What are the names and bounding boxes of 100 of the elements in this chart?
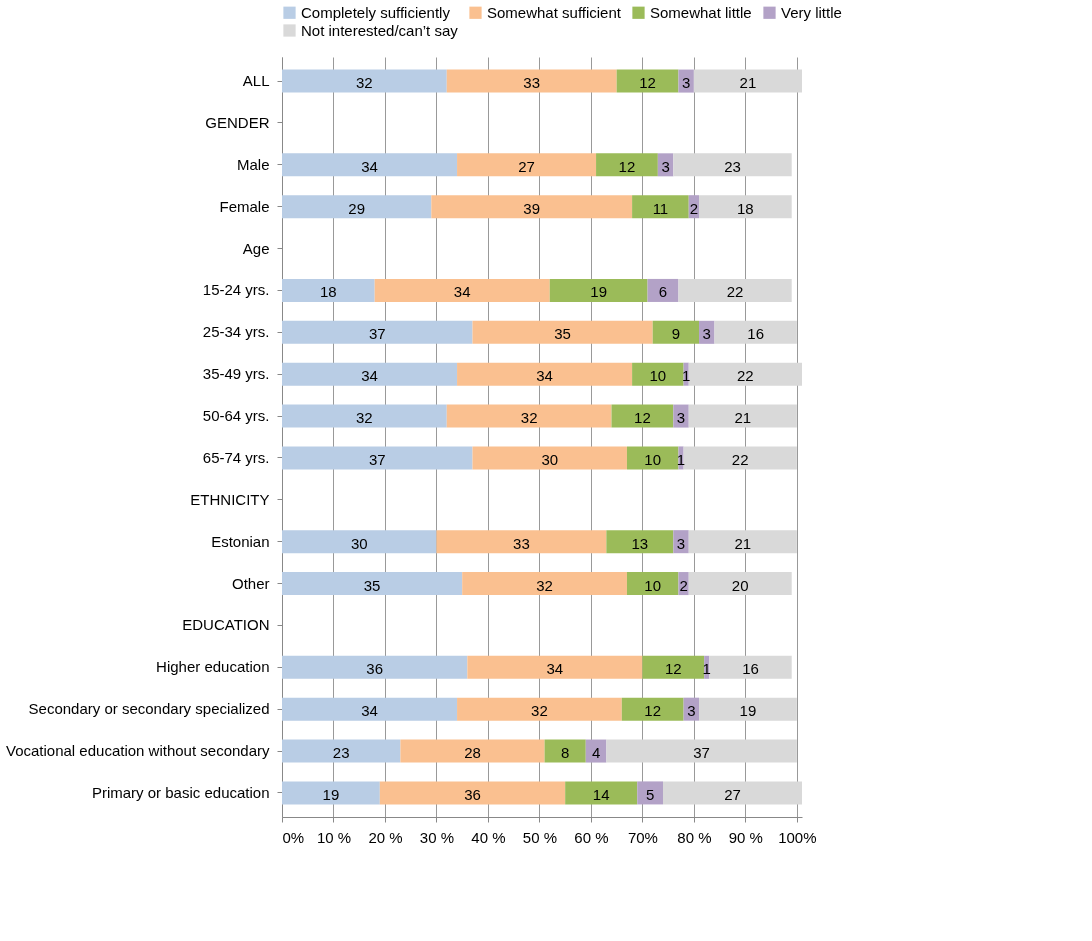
bar [688,362,802,386]
bar [400,739,545,763]
data-label: 13 [631,534,649,552]
data-label: 2 [679,576,688,594]
data-label: 12 [639,74,656,92]
x-tick-label: 60 % [574,828,609,846]
bar [457,697,622,721]
bar [431,195,633,219]
bar [709,655,792,679]
data-label: 8 [561,744,570,762]
data-label: 33 [513,534,530,552]
data-label: 37 [368,450,386,468]
data-label: 5 [645,785,655,803]
data-label: 33 [523,74,541,92]
y-tick-label: Higher education [156,658,270,676]
data-label: 3 [676,534,686,552]
y-tick-label: 15-24 yrs. [202,281,270,299]
bar [282,530,437,554]
bar [688,572,792,596]
bar [282,320,473,344]
bar [693,69,802,93]
data-label: 19 [739,702,757,720]
bar [282,572,463,596]
bar [596,153,658,177]
data-label: 21 [734,534,752,552]
data-label: 35 [363,576,381,594]
bar [606,739,797,763]
legend-label: Somewhat little [650,3,752,21]
data-label: 19 [322,785,340,803]
data-label: 4 [591,744,601,762]
legend-label: Not interested/can’t say [301,21,459,39]
bar [626,446,679,470]
bar [282,446,473,470]
data-label: 12 [644,702,662,720]
data-label: 1 [681,367,691,385]
x-tick-label: 40 % [471,828,506,846]
data-label: 32 [536,576,553,594]
data-label: 6 [658,283,668,301]
x-tick-label: 20 % [368,828,403,846]
data-label: 3 [687,702,696,720]
bar [282,362,458,386]
data-label: 32 [520,409,538,427]
bar [714,320,797,344]
bar [472,446,627,470]
y-tick-label: Secondary or secondary specialized [28,700,270,718]
data-label: 10 [644,576,662,594]
y-tick-label: 50-64 yrs. [202,407,270,425]
data-label: 34 [361,157,378,175]
x-tick-label: 50 % [522,828,558,846]
bar [282,195,432,219]
bar [642,655,705,679]
data-label: 22 [737,367,754,385]
x-tick-label: 70% [627,828,658,846]
data-label: 36 [366,660,384,678]
data-label: 27 [518,157,535,175]
data-label: 34 [361,367,378,385]
bar [446,69,617,93]
bar [379,781,566,805]
bar [565,781,638,805]
data-label: 34 [453,283,471,301]
bar [544,739,586,763]
bar [282,781,380,805]
data-label: 22 [731,450,749,468]
data-label: 32 [356,409,373,427]
bar [446,404,612,428]
data-label: 2 [689,199,699,217]
data-label: 22 [726,283,744,301]
data-label: 12 [634,409,651,427]
data-label: 20 [731,576,749,594]
bar [549,278,648,302]
bar [632,195,689,219]
bar [436,530,607,554]
bar [699,697,797,721]
data-label: 21 [739,74,757,92]
data-label: 10 [649,367,667,385]
data-label: 3 [702,325,711,343]
bar [282,69,447,93]
y-tick-label: 25-34 yrs. [202,323,270,341]
data-label: 35 [554,325,571,343]
data-label: 3 [681,74,691,92]
bar [621,697,684,721]
data-label: 18 [319,283,337,301]
data-label: 27 [724,785,741,803]
data-label: 39 [523,199,541,217]
x-tick-label: 90 % [728,828,763,846]
bar [282,278,375,302]
data-label: 12 [664,660,682,678]
y-tick-label: Estonian [211,532,270,550]
bar [472,320,653,344]
x-tick-label: 100% [778,828,817,846]
y-tick-label: Vocational education without secondary [5,742,270,760]
data-label: 29 [348,199,365,217]
bar [673,153,792,177]
bar [282,697,458,721]
bar [457,153,597,177]
y-tick-label: Age [242,239,270,257]
data-label: 32 [531,702,548,720]
y-tick-label: ALL [242,72,270,90]
data-label: 34 [546,660,564,678]
bar [282,153,458,177]
